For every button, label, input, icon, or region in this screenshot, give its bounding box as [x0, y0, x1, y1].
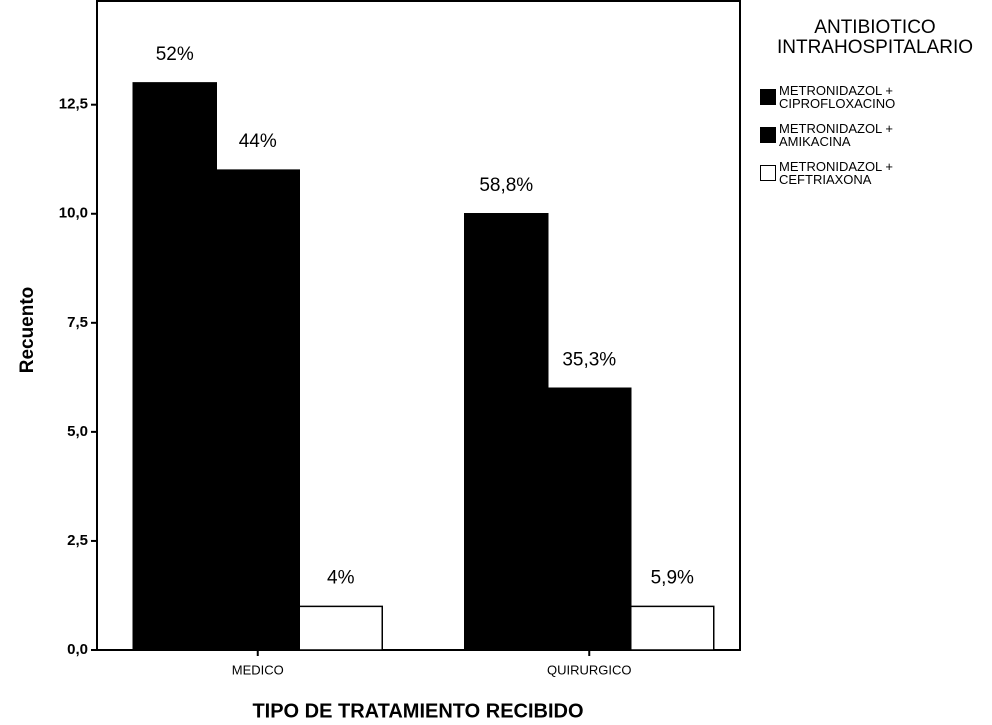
bar	[132, 82, 217, 651]
y-tick-label: 5,0	[67, 423, 88, 440]
data-label: 5,9%	[651, 567, 694, 588]
legend-swatch	[760, 89, 776, 105]
bar	[630, 605, 715, 651]
data-label: 52%	[156, 44, 194, 65]
data-label: 4%	[327, 567, 355, 588]
legend-item: METRONIDAZOL + CIPROFLOXACINO	[760, 84, 930, 110]
legend-item: METRONIDAZOL + AMIKACINA	[760, 122, 930, 148]
y-tick-label: 7,5	[67, 314, 88, 331]
x-tick-label: QUIRURGICO	[547, 662, 632, 677]
legend-label: METRONIDAZOL + CEFTRIAXONA	[779, 159, 894, 187]
plot-frame	[96, 0, 741, 651]
y-tick-label: 10,0	[59, 205, 88, 222]
bar	[464, 213, 549, 651]
legend-title: ANTIBIOTICO INTRAHOSPITALARIO	[776, 17, 973, 58]
y-tick-label: 12,5	[59, 96, 88, 113]
x-axis-label: TIPO DE TRATAMIENTO RECIBIDO	[252, 700, 583, 722]
legend-label: METRONIDAZOL + CIPROFLOXACINO	[779, 83, 896, 111]
bar	[298, 605, 383, 651]
data-label: 35,3%	[562, 349, 616, 370]
y-axis-label: Recuento	[17, 287, 38, 374]
bar	[215, 169, 300, 651]
data-label: 58,8%	[479, 175, 533, 196]
legend-swatch	[760, 165, 776, 181]
x-tick-label: MEDICO	[232, 662, 284, 677]
legend-swatch	[760, 127, 776, 143]
y-tick-label: 0,0	[67, 641, 88, 658]
legend-label: METRONIDAZOL + AMIKACINA	[779, 121, 894, 149]
y-tick-label: 2,5	[67, 532, 88, 549]
legend-item: METRONIDAZOL + CEFTRIAXONA	[760, 160, 930, 186]
data-label: 44%	[239, 131, 277, 152]
bar	[547, 387, 632, 651]
